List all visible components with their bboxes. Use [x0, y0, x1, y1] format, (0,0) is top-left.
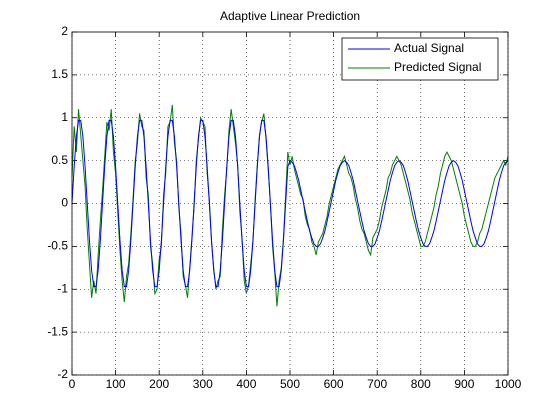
plot-area: [72, 32, 508, 375]
plot-frame: [71, 31, 509, 376]
chart-title: Adaptive Linear Prediction: [220, 9, 360, 23]
y-tick-label: -0.5: [47, 239, 68, 253]
y-tick-label: 2: [61, 24, 68, 38]
x-tick-label: 100: [106, 377, 126, 391]
x-tick-label: 500: [280, 377, 300, 391]
y-tick-label: -1: [57, 281, 68, 295]
x-tick-label: 300: [193, 377, 213, 391]
x-tick-label: 0: [69, 377, 76, 391]
y-tick-label: 1: [61, 110, 68, 124]
x-tick-label: 1000: [495, 377, 522, 391]
x-tick-label: 700: [367, 377, 387, 391]
x-tick-label: 900: [454, 377, 474, 391]
legend-label: Actual Signal: [394, 41, 464, 55]
legend-label: Predicted Signal: [394, 60, 481, 74]
y-tick-label: 0.5: [51, 153, 68, 167]
y-tick-label: -2: [57, 367, 68, 381]
x-tick-label: 400: [236, 377, 256, 391]
x-tick-label: 200: [149, 377, 169, 391]
legend: [341, 37, 499, 81]
y-tick-label: 0: [61, 196, 68, 210]
line-series: [71, 119, 509, 288]
y-tick-label: -1.5: [47, 324, 68, 338]
y-tick-label: 1.5: [51, 67, 68, 81]
x-tick-label: 600: [324, 377, 344, 391]
x-tick-label: 800: [411, 377, 431, 391]
